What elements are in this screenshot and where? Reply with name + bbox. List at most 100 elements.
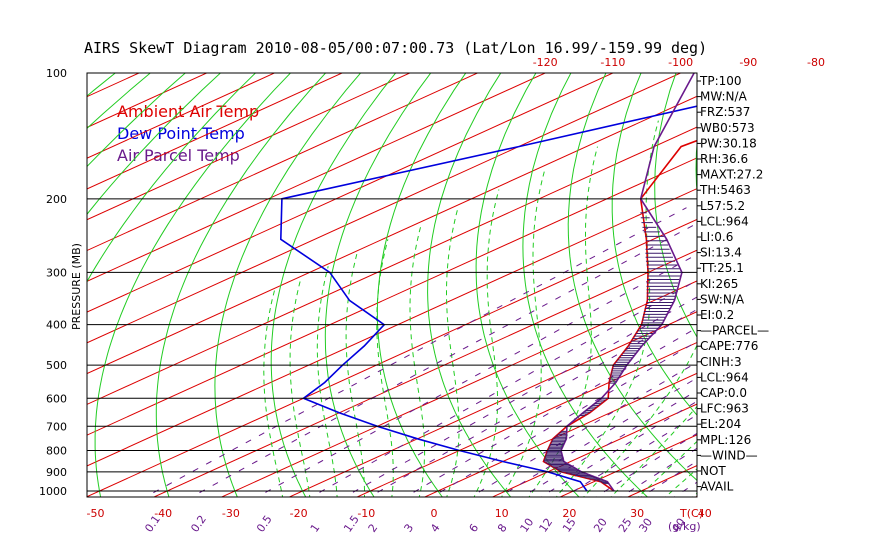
isotherm-line [152, 249, 697, 497]
moist-adiabat [376, 239, 394, 497]
index-label: WB0:573 [700, 121, 755, 135]
mixing-ratio-tick-label: 4 [428, 522, 443, 535]
mixing-ratio-tick-label: 12 [537, 516, 556, 535]
pressure-tick-label: 600 [46, 392, 67, 405]
index-label: L57:5.2 [700, 199, 745, 213]
pressure-tick-label: 700 [46, 420, 67, 433]
mixing-ratio-tick-label: 2 [366, 522, 381, 535]
bottom-temp-tick-label: 0 [431, 507, 438, 520]
moist-adiabat [263, 289, 284, 497]
index-label: TH:5463 [699, 183, 751, 197]
index-label: AVAIL [700, 480, 734, 494]
moist-adiabat [500, 169, 546, 497]
chart-title: AIRS SkewT Diagram 2010-08-05/00:07:00.7… [84, 39, 707, 57]
index-label: CAPE:776 [700, 339, 758, 353]
isotherm-line [87, 73, 547, 282]
mixing-ratio-line [640, 460, 697, 497]
index-label: PW:30.18 [700, 136, 757, 150]
chart-legend: Ambient Air Temp Dew Point Temp Air Parc… [117, 102, 259, 165]
isotherm-line [87, 126, 697, 405]
pressure-tick-label: 800 [46, 444, 67, 457]
index-label: LCL:964 [700, 214, 749, 228]
mixing-ratio-tick-label: 6 [467, 522, 482, 535]
y-axis-label: PRESSURE (MB) [70, 243, 83, 330]
isotherm-line [87, 157, 697, 436]
isotherm-line [87, 73, 479, 252]
mixing-ratio-line [310, 279, 697, 497]
bottom-temp-unit: T(C) [679, 507, 703, 520]
index-label: LFC:963 [700, 402, 749, 416]
pressure-tick-label: 400 [46, 319, 67, 332]
index-label: CINH:3 [700, 355, 742, 369]
isotherm-line [355, 341, 697, 497]
isotherm-line [491, 403, 697, 497]
plot-frame [86, 72, 698, 498]
legend-dew-point-temp: Dew Point Temp [117, 124, 245, 143]
top-temp-tick-label: -100 [668, 56, 693, 69]
isotherm-line [220, 280, 697, 497]
pressure-tick-label: 300 [46, 266, 67, 279]
mixing-ratio-line [144, 207, 687, 497]
mixing-ratio-tick-label: 10 [518, 516, 537, 535]
moist-adiabat [637, 440, 697, 497]
mixing-ratio-line [521, 389, 697, 497]
mixing-ratio-line [190, 222, 697, 497]
legend-ambient-air-temp: Ambient Air Temp [117, 102, 259, 121]
mixing-ratio-tick-label: 0.2 [188, 513, 209, 535]
isotherm-line [87, 73, 682, 344]
moist-adiabat [316, 266, 338, 497]
index-label: TP:100 [699, 74, 742, 88]
isotherm-line [825, 64, 870, 500]
legend-air-parcel-temp: Air Parcel Temp [117, 146, 240, 165]
mixing-ratio-tick-label: 1 [308, 522, 323, 535]
mixing-ratio-line [368, 308, 697, 497]
cape-hatching [543, 212, 682, 485]
moist-adiabat [555, 120, 659, 497]
dry-adiabat [87, 73, 257, 283]
isotherm-line [87, 73, 344, 190]
dry-adiabat [813, 64, 870, 498]
bottom-temp-tick-label: 20 [562, 507, 576, 520]
top-temp-tick-label: -90 [739, 56, 757, 69]
isotherm-line [87, 95, 697, 375]
moist-adiabat [664, 468, 697, 497]
index-label: RH:36.6 [700, 152, 748, 166]
index-label: SW:N/A [700, 292, 745, 306]
mixing-ratio-unit: (g/kg) [668, 520, 701, 533]
dry-adiabat [611, 73, 697, 416]
dry-adiabat [376, 73, 467, 497]
isotherm-line [87, 188, 697, 467]
index-label: MPL:126 [700, 433, 751, 447]
isotherm-line [423, 372, 697, 497]
index-label: TT:25.1 [699, 261, 744, 275]
moist-adiabat [409, 224, 426, 497]
bottom-temp-tick-label: -40 [154, 507, 172, 520]
moist-adiabat [289, 278, 311, 497]
pressure-tick-label: 500 [46, 359, 67, 372]
dry-adiabat [775, 64, 870, 498]
mixing-ratio-line [469, 361, 697, 497]
pressure-tick-label: 200 [46, 193, 67, 206]
dry-adiabat [427, 73, 512, 497]
dry-adiabat [94, 73, 292, 497]
index-label: NOT [700, 464, 726, 478]
isotherm-line [757, 64, 870, 500]
top-temp-tick-label: -110 [600, 56, 625, 69]
index-label: MAXT:27.2 [700, 168, 763, 182]
mixing-ratio-tick-label: 3 [402, 522, 417, 535]
bottom-temp-tick-label: 10 [495, 507, 509, 520]
index-label: LCL:964 [700, 370, 749, 384]
index-label: FRZ:537 [700, 105, 750, 119]
mixing-ratio-tick-label: 8 [495, 522, 510, 535]
dry-adiabat [522, 73, 649, 497]
dry-adiabat [214, 73, 362, 497]
isotherm-line [87, 73, 412, 221]
bottom-temp-tick-label: -30 [222, 507, 240, 520]
pressure-tick-label: 900 [46, 466, 67, 479]
plot-area [87, 64, 870, 500]
pressure-tick-label: 1000 [39, 485, 67, 498]
isotherm-line [87, 73, 615, 313]
dry-adiabat [736, 64, 870, 498]
